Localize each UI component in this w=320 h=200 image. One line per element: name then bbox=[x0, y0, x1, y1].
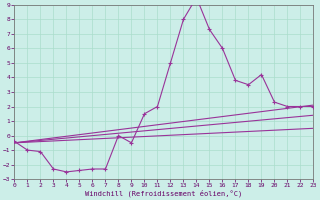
X-axis label: Windchill (Refroidissement éolien,°C): Windchill (Refroidissement éolien,°C) bbox=[85, 190, 243, 197]
